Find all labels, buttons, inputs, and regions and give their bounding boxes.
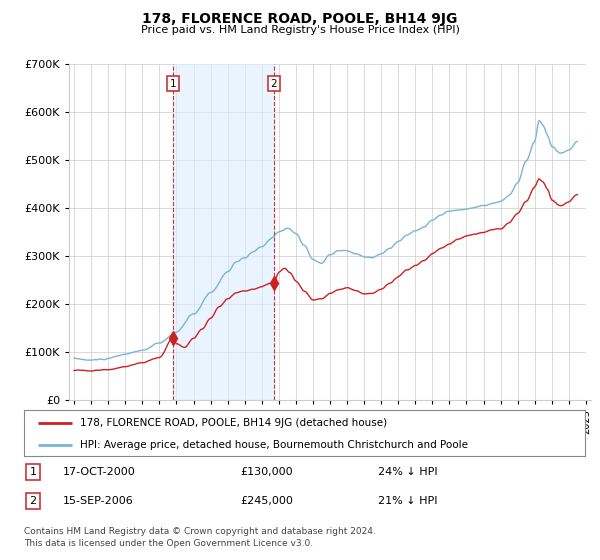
Text: HPI: Average price, detached house, Bournemouth Christchurch and Poole: HPI: Average price, detached house, Bour… [80,440,468,450]
Text: 178, FLORENCE ROAD, POOLE, BH14 9JG (detached house): 178, FLORENCE ROAD, POOLE, BH14 9JG (det… [80,418,387,428]
Text: 1: 1 [29,467,37,477]
Text: 24% ↓ HPI: 24% ↓ HPI [378,467,437,477]
Text: 1: 1 [170,78,176,88]
Text: Price paid vs. HM Land Registry's House Price Index (HPI): Price paid vs. HM Land Registry's House … [140,25,460,35]
Text: 2: 2 [271,78,277,88]
Bar [586,64,591,400]
Text: 21% ↓ HPI: 21% ↓ HPI [378,496,437,506]
Text: Contains HM Land Registry data © Crown copyright and database right 2024.
This d: Contains HM Land Registry data © Crown c… [24,527,376,548]
Text: 2: 2 [29,496,37,506]
Text: £245,000: £245,000 [240,496,293,506]
Bar [173,64,274,400]
Text: 15-SEP-2006: 15-SEP-2006 [63,496,134,506]
Text: 17-OCT-2000: 17-OCT-2000 [63,467,136,477]
Text: 178, FLORENCE ROAD, POOLE, BH14 9JG: 178, FLORENCE ROAD, POOLE, BH14 9JG [142,12,458,26]
Text: £130,000: £130,000 [240,467,293,477]
